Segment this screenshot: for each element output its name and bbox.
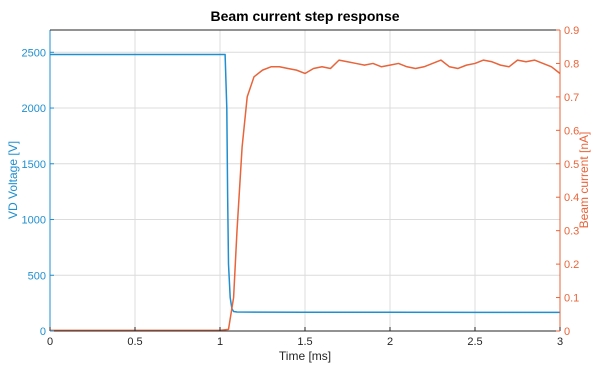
y-right-tick-label: 0.8 [564,58,579,70]
y-right-tick-label: 0.1 [564,293,579,305]
y-right-tick-label: 0.3 [564,226,579,238]
series-layer [50,53,561,332]
y-right-tick-label: 0.9 [564,25,579,37]
beam-current-line [50,59,561,332]
x-tick-label: 0 [47,336,53,348]
y-right-tick-label: 0.5 [564,159,579,171]
left-axis-title: VD Voltage [V] [6,141,20,219]
x-tick-label: 1 [217,336,223,348]
ticks: 0 0.5 1 1.5 2 2.5 30500100015002000250000.10.2… [22,25,580,348]
vd-voltage-line [50,53,560,314]
y-left-tick-label: 500 [28,270,46,282]
y-right-tick-label: 0.6 [564,125,579,137]
x-tick-label: 0.5 [127,336,142,348]
x-axis-title: Time [ms] [279,349,331,363]
x-tick-label: 2.5 [467,336,482,348]
chart-title: Beam current step response [210,8,399,24]
y-right-tick-label: 0.7 [564,92,579,104]
y-left-tick-label: 1000 [22,215,46,227]
y-right-tick-label: 0.2 [564,259,579,271]
x-tick-label: 3 [557,336,563,348]
y-left-tick-label: 0 [40,326,46,338]
right-axis-title: Beam current [nA] [577,132,591,229]
y-right-tick-label: 0 [564,326,570,338]
y-left-tick-label: 1500 [22,159,46,171]
y-right-tick-label: 0.4 [564,192,579,204]
x-tick-label: 1.5 [297,336,312,348]
y-left-tick-label: 2000 [22,103,46,115]
x-tick-label: 2 [387,336,393,348]
y-left-tick-label: 2500 [22,47,46,59]
